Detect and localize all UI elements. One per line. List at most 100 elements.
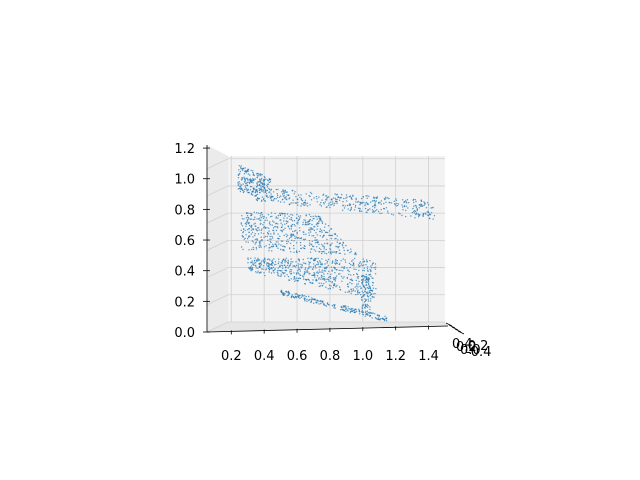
scatter-point [321,269,323,271]
scatter-point [255,195,257,197]
scatter-point [260,185,262,187]
scatter-point [401,204,403,206]
scatter-point [243,228,245,230]
scatter-point [369,308,371,311]
scatter-point [278,266,281,268]
scatter-point [304,283,306,285]
scatter-point [303,299,306,301]
scatter-point [317,272,319,274]
scatter-point [255,225,257,227]
scatter-point [254,216,256,218]
scatter-point [383,318,386,321]
scatter-point [323,270,325,272]
scatter-point [422,214,424,216]
scatter-point [290,278,292,280]
scatter-point [405,201,407,203]
scatter-point [366,259,368,261]
scatter-point [319,216,321,218]
scatter-point [285,233,287,235]
scatter-point [433,215,436,217]
scatter-point [272,196,274,198]
scatter-point [318,247,321,249]
scatter-point [279,264,281,267]
scatter-point [272,270,274,272]
scatter-point [317,300,320,302]
scatter-point [306,300,308,302]
scatter-point [279,248,282,251]
scatter-point [298,215,300,217]
x-tick-label: 1.4 [418,349,439,364]
scatter-point [287,225,289,227]
scatter-point [336,241,338,243]
scatter-point [244,167,246,169]
floor-pane [207,322,448,332]
scatter-point [267,258,269,261]
scatter-point [354,257,356,260]
scatter-point [367,304,369,307]
scatter-point [362,261,364,263]
scatter-point [332,251,334,253]
scatter-point [319,228,322,230]
scatter-point [312,245,315,248]
scatter-point [252,246,254,249]
scatter-point [293,193,295,195]
scatter-point [291,294,293,296]
scatter-point [285,196,287,198]
scatter-point [371,295,373,298]
scatter-point [321,275,323,277]
scatter-point [367,203,370,205]
scatter-point [405,215,407,218]
scatter-point [239,190,242,193]
scatter-point [324,201,326,203]
scatter-point [276,270,279,272]
scatter-point [303,278,305,280]
scatter-point [419,214,421,216]
scatter-point [255,271,257,273]
scatter-point [320,205,323,207]
scatter-point [425,207,428,209]
scatter-point [371,317,373,319]
scatter-point [271,215,273,217]
scatter-point [349,252,351,254]
scatter-point [269,195,271,197]
scatter-point [268,264,270,267]
scatter-point [328,280,330,282]
scatter-point [263,227,265,229]
scatter-point [315,278,318,281]
scatter-point [342,258,344,260]
scatter-point [277,267,279,269]
scatter-point [293,240,295,242]
scatter-point [266,232,269,234]
scatter-point [297,237,299,239]
scatter-point [299,230,301,232]
scatter-point [372,210,375,212]
scatter-point [244,178,246,181]
scatter-point [260,179,263,181]
scatter-point [261,189,263,191]
scatter-point [330,204,333,206]
scatter-point [257,260,259,262]
scatter-point [297,221,299,223]
scatter-point [312,215,314,218]
scatter-point [326,242,328,244]
scatter-point [285,260,287,262]
scatter-point [255,190,257,192]
scatter-point [249,182,251,185]
scatter-point [328,278,330,281]
scatter-point [282,240,284,242]
scatter-point [258,175,260,177]
scatter-point [253,223,255,225]
scatter-point [287,276,290,278]
scatter-point [254,257,256,259]
scatter-point [321,221,324,223]
scatter-point [372,293,374,295]
scatter-point [420,200,423,202]
scatter-point [353,265,355,267]
scatter-point [354,286,356,288]
scatter-point [349,203,352,206]
scatter-point [275,216,278,218]
scatter-point [270,196,273,199]
scatter-point [262,259,264,261]
scatter-point [346,267,348,269]
scatter-point [285,257,287,259]
